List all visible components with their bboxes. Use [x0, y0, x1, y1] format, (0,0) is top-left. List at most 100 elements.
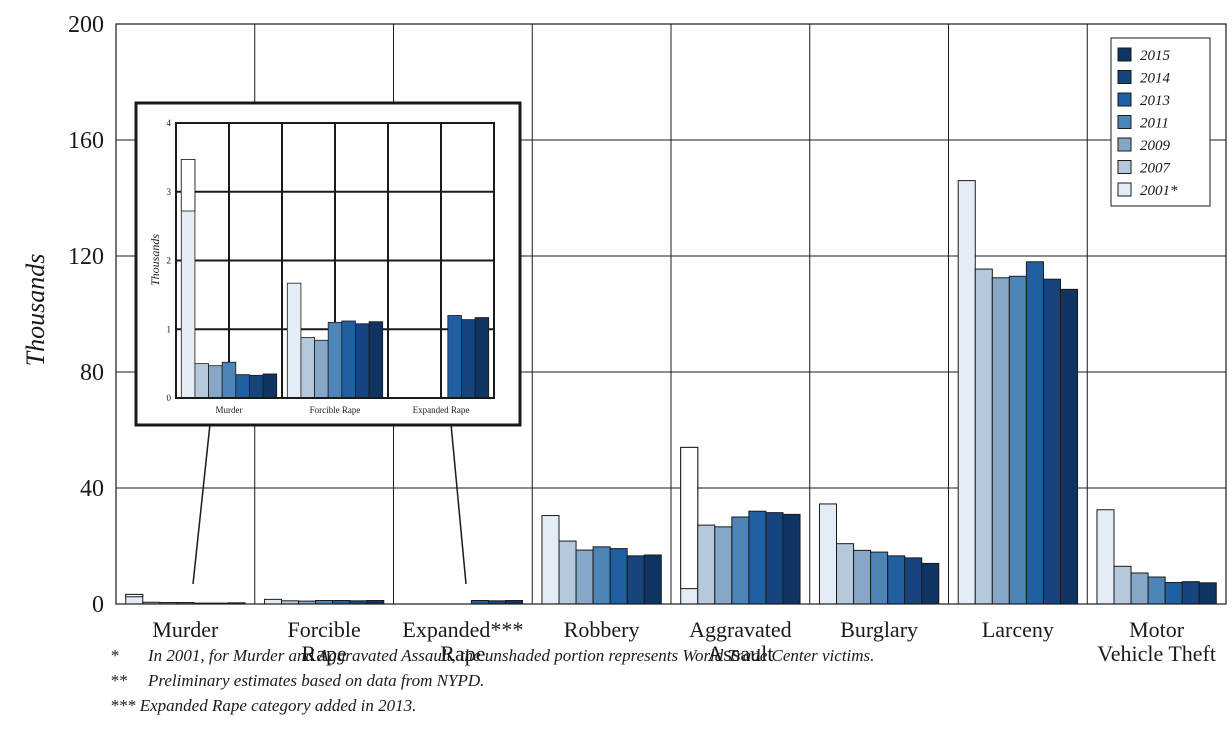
bar-7-1 — [1113, 565, 1132, 605]
bar-4-2 — [714, 526, 733, 605]
category-label: Motor — [1129, 617, 1185, 642]
inset-bar-2-5 — [461, 319, 476, 399]
inset-chart: 0 1 2 3 4 Murder Forcible Rape Expanded Rape Tho… — [134, 101, 522, 427]
category-label: Forcible — [287, 617, 360, 642]
category-label: Expanded*** — [402, 617, 523, 642]
bar-7-5 — [1181, 581, 1200, 605]
inset-bar-2-4 — [447, 315, 462, 399]
bar-3-6 — [643, 554, 662, 605]
bar-1-0 — [263, 598, 283, 605]
bar-3-0 — [541, 515, 560, 605]
y-tick-label: 120 — [68, 244, 104, 270]
bar-3-5 — [626, 555, 645, 605]
legend-swatch — [1117, 70, 1132, 84]
footnote-3: *** Expanded Rape category added in 2013… — [110, 696, 416, 716]
footnote-1-mark: * — [110, 646, 119, 665]
bar-7-6 — [1198, 582, 1217, 605]
bar-6-1 — [974, 268, 993, 605]
inset-bar-0-2 — [208, 365, 223, 399]
inset-bar-0-3 — [221, 361, 237, 399]
footnote-2-text: Preliminary estimates based on data from… — [148, 671, 485, 690]
inset-callout-lines — [192, 423, 467, 585]
inset-y-tick-label: 1 — [167, 324, 172, 334]
inset-bar-0-5 — [249, 374, 264, 399]
bar-5-4 — [887, 555, 906, 605]
y-tick-label: 80 — [80, 360, 104, 386]
bar-3-1 — [558, 540, 577, 605]
legend-label: 2014 — [1140, 71, 1171, 87]
inset-bar-1-3 — [327, 321, 343, 399]
bar-6-5 — [1042, 278, 1061, 605]
inset-y-tick-label: 2 — [167, 256, 172, 266]
callout-line-right — [450, 423, 467, 585]
legend-label: 2007 — [1140, 161, 1172, 177]
inset-bar-1-6 — [368, 321, 384, 399]
y-tick-label: 200 — [68, 12, 104, 38]
bar-4-6 — [782, 513, 801, 605]
bar-4-5 — [765, 512, 784, 605]
bar-4-3 — [731, 516, 750, 605]
inset-y-tick-label: 0 — [167, 393, 172, 403]
inset-bar-1-4 — [341, 320, 356, 399]
legend-label: 2009 — [1140, 138, 1171, 154]
inset-bar-2-6 — [474, 317, 490, 399]
y-axis-title: Thousands — [21, 254, 50, 367]
category-label: Murder — [152, 617, 219, 642]
y-tick-label: 0 — [92, 592, 104, 618]
legend-swatch — [1117, 92, 1132, 107]
bar-5-6 — [921, 562, 940, 605]
category-label: Rape — [440, 641, 485, 666]
callout-line-left — [192, 423, 211, 585]
inset-plot-border — [175, 122, 495, 399]
bar-4-1 — [697, 524, 716, 605]
category-label: Assault — [707, 641, 773, 666]
bar-5-3 — [870, 551, 889, 605]
inset-bar-0-6 — [262, 373, 278, 399]
bar-3-3 — [592, 546, 611, 605]
bar-4-4 — [748, 510, 767, 605]
bar-5-1 — [836, 543, 855, 605]
bar-5-5 — [904, 557, 923, 605]
inset-bar-1-1 — [300, 337, 315, 399]
legend-label: 2015 — [1140, 48, 1171, 64]
bar-6-6 — [1059, 288, 1079, 605]
footnote-3-mark: *** — [110, 696, 136, 715]
bar-3-2 — [575, 549, 594, 605]
legend-label: 2001* — [1140, 183, 1178, 199]
inset-category-label: Expanded Rape — [413, 405, 470, 415]
inset-bar-0-1 — [194, 363, 209, 399]
category-label: Robbery — [564, 617, 640, 642]
footnote-1-text: In 2001, for Murder and Aggravated Assau… — [148, 646, 875, 665]
y-tick-label: 160 — [68, 128, 104, 154]
inset-bar-wtc-portion — [180, 159, 196, 212]
bar-5-0 — [818, 503, 838, 605]
legend-swatch — [1117, 137, 1132, 152]
category-label: Vehicle Theft — [1097, 641, 1216, 666]
x-axis-category-labels: Murder ForcibleRapeExpanded***RapeRobbery… — [152, 617, 1216, 666]
bar-7-4 — [1164, 582, 1183, 605]
legend: 2015 2014 2013 2011 2009 2007 2001* — [1110, 37, 1211, 207]
legend-swatch — [1117, 115, 1132, 129]
bar-7-2 — [1130, 572, 1149, 605]
bar-6-0 — [957, 180, 976, 605]
footnote-2: ** Preliminary estimates based on data fr… — [110, 671, 484, 691]
y-tick-label: 40 — [80, 476, 104, 502]
y-axis-ticks: 0 40 80 120 160 200 — [68, 12, 104, 618]
category-label: Burglary — [840, 617, 918, 642]
category-label: Aggravated — [689, 617, 792, 642]
footnote-3-text: Expanded Rape category added in 2013. — [139, 696, 417, 715]
inset-category-label: Forcible Rape — [310, 405, 361, 415]
bar-6-2 — [991, 277, 1010, 605]
plot-border — [115, 23, 1227, 605]
legend-label: 2011 — [1140, 116, 1169, 132]
inset-bar-1-0 — [286, 282, 302, 399]
inset-y-tick-label: 3 — [167, 187, 172, 197]
chart-bars — [125, 180, 1217, 605]
bar-5-2 — [853, 549, 872, 605]
bar-wtc-portion-0 — [125, 593, 144, 598]
bar-7-0 — [1096, 509, 1115, 605]
category-label: Larceny — [982, 617, 1054, 642]
bar-3-4 — [609, 548, 628, 605]
bar-wtc-portion-4 — [680, 446, 699, 590]
footnote-1: * In 2001, for Murder and Aggravated Assa… — [110, 646, 874, 666]
